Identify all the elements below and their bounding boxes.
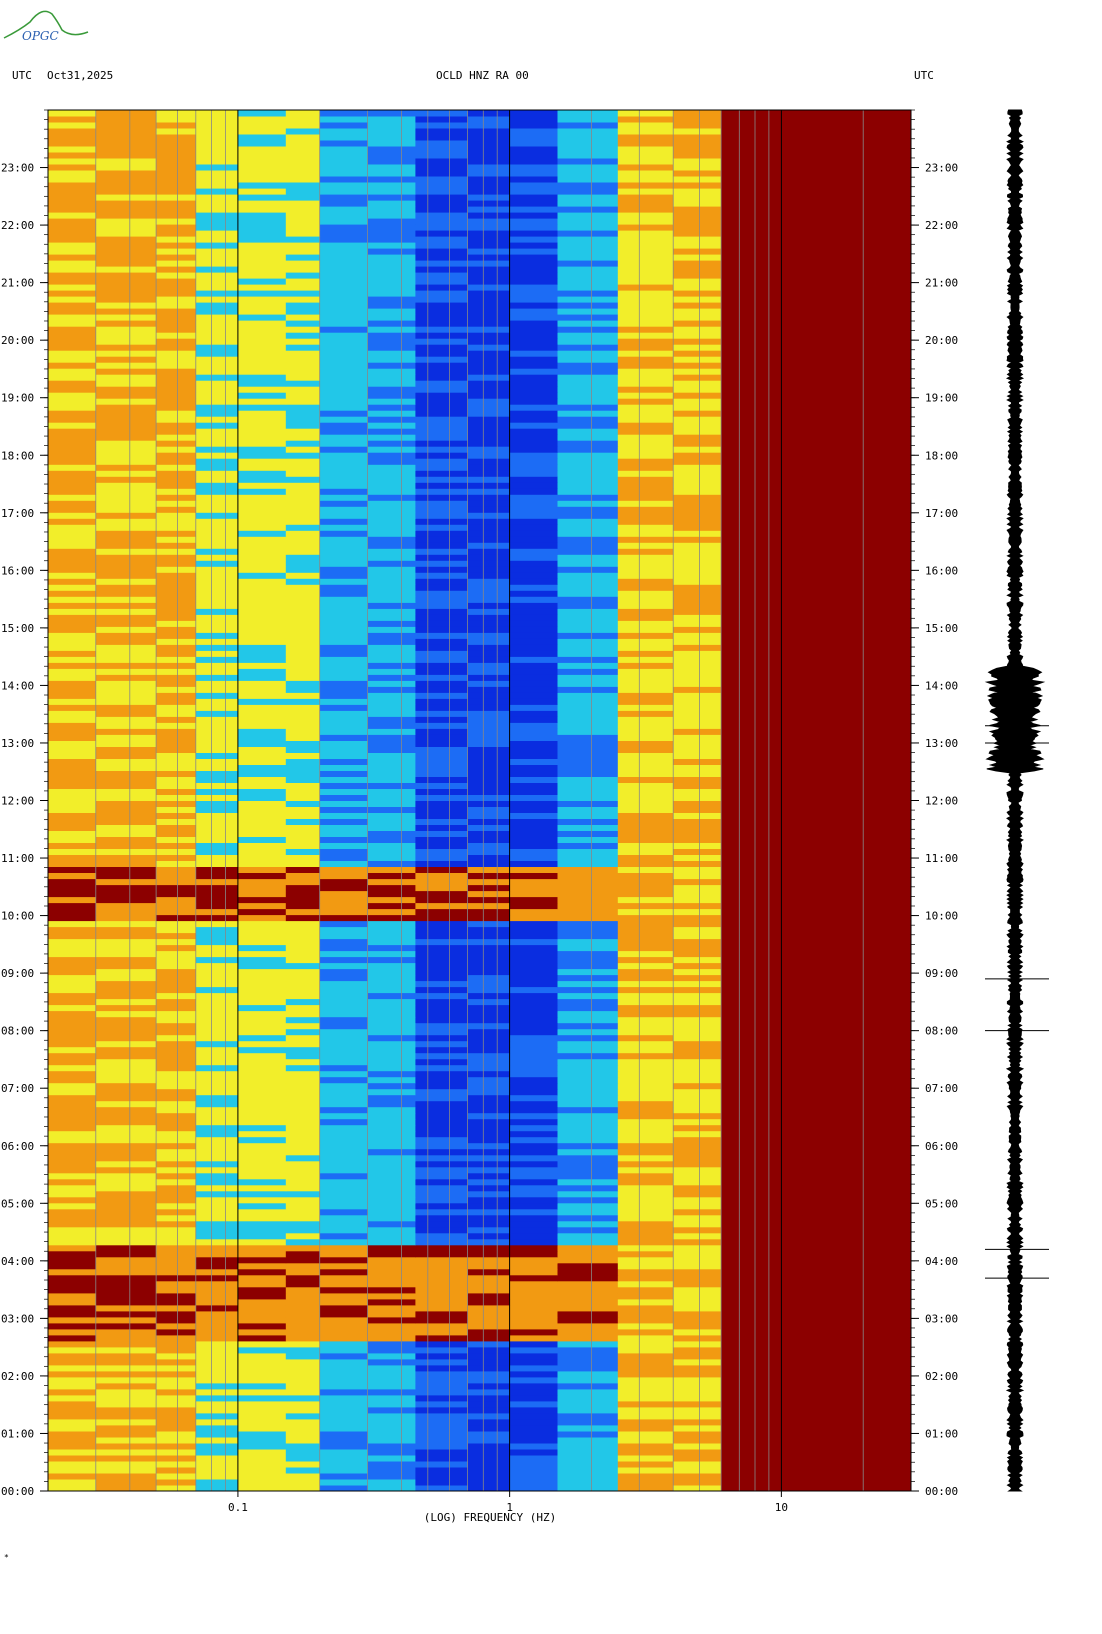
frequency-axis: 0.1 1 10 (228, 1491, 788, 1514)
opgc-logo: OPGC (3, 10, 89, 43)
left-time-axis: 23:00 22:00 21:00 20:00 19:00 18:00 17:00 16:00… (1, 109, 48, 1498)
x-tick-label: 1 (506, 1501, 513, 1514)
right-tick-label: 07:00 (925, 1082, 958, 1095)
left-tick-label: 16:00 (1, 564, 34, 577)
left-tick-label: 13:00 (1, 737, 34, 750)
right-time-axis: 23:00 22:00 21:00 20:00 19:00 18:00 17:00 16:00… (911, 109, 958, 1498)
right-tick-label: 04:00 (925, 1255, 958, 1268)
logo-text: OPGC (22, 29, 59, 43)
left-tick-label: 22:00 (1, 219, 34, 232)
right-tick-label: 14:00 (925, 679, 958, 692)
right-tick-label: 06:00 (925, 1140, 958, 1153)
left-tick-label: 07:00 (1, 1082, 34, 1095)
right-tick-label: 02:00 (925, 1370, 958, 1383)
right-tick-label: 09:00 (925, 967, 958, 980)
right-tick-label: 01:00 (925, 1427, 958, 1440)
right-tick-label: 00:00 (925, 1485, 958, 1498)
heatmap-rows (48, 110, 912, 1492)
left-tick-label: 14:00 (1, 679, 34, 692)
left-tick-label: 03:00 (1, 1312, 34, 1325)
right-tick-label: 15:00 (925, 622, 958, 635)
left-tick-label: 05:00 (1, 1197, 34, 1210)
right-tick-label: 16:00 (925, 564, 958, 577)
left-timezone-label: UTC (12, 69, 32, 82)
seismic-trace (984, 109, 1049, 1492)
left-tick-label: 21:00 (1, 277, 34, 290)
x-tick-label: 10 (775, 1501, 788, 1514)
left-tick-label: 02:00 (1, 1370, 34, 1383)
left-tick-label: 23:00 (1, 162, 34, 175)
left-tick-label: 10:00 (1, 910, 34, 923)
left-tick-label: 18:00 (1, 449, 34, 462)
spectrogram-plot (47, 109, 912, 1492)
right-tick-label: 10:00 (925, 910, 958, 923)
right-tick-label: 17:00 (925, 507, 958, 520)
left-tick-label: 09:00 (1, 967, 34, 980)
right-tick-label: 12:00 (925, 795, 958, 808)
left-tick-label: 01:00 (1, 1427, 34, 1440)
left-tick-label: 04:00 (1, 1255, 34, 1268)
right-tick-label: 20:00 (925, 334, 958, 347)
left-tick-label: 20:00 (1, 334, 34, 347)
svg-text:*: * (4, 1553, 9, 1562)
right-tick-label: 03:00 (925, 1312, 958, 1325)
left-tick-label: 08:00 (1, 1025, 34, 1038)
frequency-gridlines (47, 110, 864, 1491)
x-axis-label: (LOG) FREQUENCY (HZ) (424, 1511, 556, 1524)
right-tick-label: 23:00 (925, 162, 958, 175)
right-tick-label: 21:00 (925, 277, 958, 290)
right-tick-label: 19:00 (925, 392, 958, 405)
station-title: OCLD HNZ RA 00 (436, 69, 529, 82)
left-tick-label: 15:00 (1, 622, 34, 635)
left-tick-label: 00:00 (1, 1485, 34, 1498)
left-tick-label: 12:00 (1, 795, 34, 808)
left-tick-label: 19:00 (1, 392, 34, 405)
left-tick-label: 11:00 (1, 852, 34, 865)
trace-spikes (985, 725, 1049, 1279)
right-tick-label: 13:00 (925, 737, 958, 750)
left-tick-label: 17:00 (1, 507, 34, 520)
date-label: Oct31,2025 (47, 69, 114, 82)
right-tick-label: 22:00 (925, 219, 958, 232)
right-tick-label: 08:00 (925, 1025, 958, 1038)
right-tick-label: 05:00 (925, 1197, 958, 1210)
x-tick-label: 0.1 (228, 1501, 248, 1514)
left-tick-label: 06:00 (1, 1140, 34, 1153)
right-tick-label: 11:00 (925, 852, 958, 865)
right-timezone-label: UTC (914, 69, 934, 82)
right-tick-label: 18:00 (925, 449, 958, 462)
